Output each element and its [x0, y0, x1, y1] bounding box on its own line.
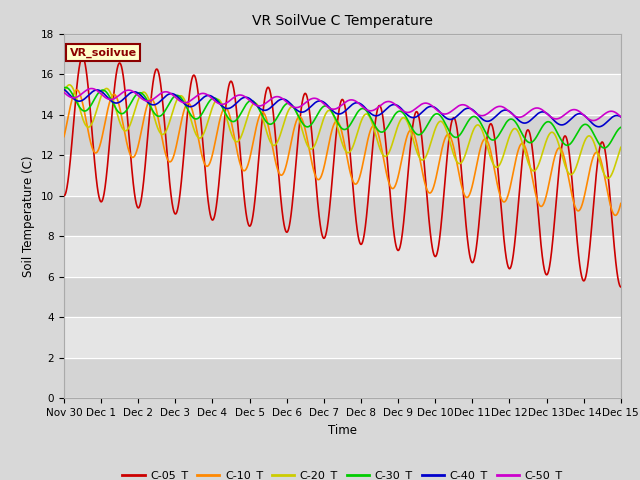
C-05_T [157, 82, 164, 88]
C-40_T [124, 92, 131, 98]
C-30_T [298, 120, 306, 125]
Bar [64, 196, 621, 236]
C-20_T [157, 131, 164, 136]
Bar [64, 236, 621, 277]
Bar [64, 277, 621, 317]
C-20_T [617, 144, 625, 150]
C-05_T [298, 102, 306, 108]
C-10_T [157, 129, 164, 134]
C-05_T [546, 260, 554, 266]
C-10_T [617, 201, 625, 206]
X-axis label: Time: Time [328, 424, 357, 437]
C-05_T [274, 160, 282, 166]
C-30_T [157, 113, 164, 119]
Y-axis label: Soil Temperature (C): Soil Temperature (C) [22, 155, 35, 277]
C-05_T [617, 284, 625, 290]
C-40_T [298, 109, 305, 115]
C-05_T [60, 193, 68, 199]
C-40_T [595, 124, 603, 130]
C-40_T [157, 98, 164, 104]
Bar [64, 317, 621, 358]
C-10_T [124, 144, 132, 149]
C-10_T [546, 175, 554, 181]
C-20_T [546, 131, 554, 136]
Line: C-20_T: C-20_T [64, 85, 621, 178]
C-10_T [73, 87, 81, 93]
C-30_T [606, 140, 614, 146]
C-10_T [60, 134, 68, 140]
C-05_T [79, 54, 86, 60]
C-50_T [88, 85, 95, 91]
C-50_T [606, 108, 614, 114]
C-50_T [298, 103, 306, 108]
Bar [64, 358, 621, 398]
C-05_T [124, 117, 132, 123]
C-30_T [617, 124, 625, 130]
C-20_T [298, 126, 306, 132]
C-50_T [157, 91, 164, 96]
C-10_T [298, 116, 306, 122]
C-30_T [124, 106, 132, 111]
C-30_T [60, 85, 68, 91]
C-50_T [124, 87, 132, 93]
C-20_T [274, 139, 282, 144]
Line: C-30_T: C-30_T [64, 87, 621, 148]
Line: C-40_T: C-40_T [64, 89, 621, 127]
Line: C-10_T: C-10_T [64, 90, 621, 216]
Line: C-50_T: C-50_T [64, 88, 621, 120]
C-10_T [274, 167, 282, 173]
Legend: C-05_T, C-10_T, C-20_T, C-30_T, C-40_T, C-50_T: C-05_T, C-10_T, C-20_T, C-30_T, C-40_T, … [118, 466, 567, 480]
C-20_T [606, 174, 614, 180]
C-20_T [60, 90, 68, 96]
Title: VR SoilVue C Temperature: VR SoilVue C Temperature [252, 14, 433, 28]
C-30_T [546, 120, 554, 125]
C-40_T [546, 113, 554, 119]
C-20_T [124, 127, 132, 132]
C-10_T [612, 213, 620, 218]
Bar [64, 74, 621, 115]
C-50_T [589, 118, 597, 123]
C-40_T [617, 114, 625, 120]
C-10_T [606, 201, 614, 206]
Text: VR_soilvue: VR_soilvue [70, 48, 137, 58]
C-20_T [65, 82, 73, 88]
Bar [64, 155, 621, 196]
Bar [64, 115, 621, 155]
C-50_T [274, 94, 282, 99]
C-50_T [546, 114, 554, 120]
C-30_T [600, 145, 608, 151]
C-05_T [606, 193, 614, 199]
C-40_T [60, 86, 68, 92]
C-20_T [604, 175, 612, 181]
Line: C-05_T: C-05_T [64, 57, 621, 287]
Bar [64, 34, 621, 74]
C-30_T [274, 114, 282, 120]
C-40_T [274, 98, 282, 104]
C-50_T [60, 89, 68, 95]
C-30_T [62, 84, 70, 90]
C-50_T [617, 114, 625, 120]
C-40_T [606, 116, 614, 122]
